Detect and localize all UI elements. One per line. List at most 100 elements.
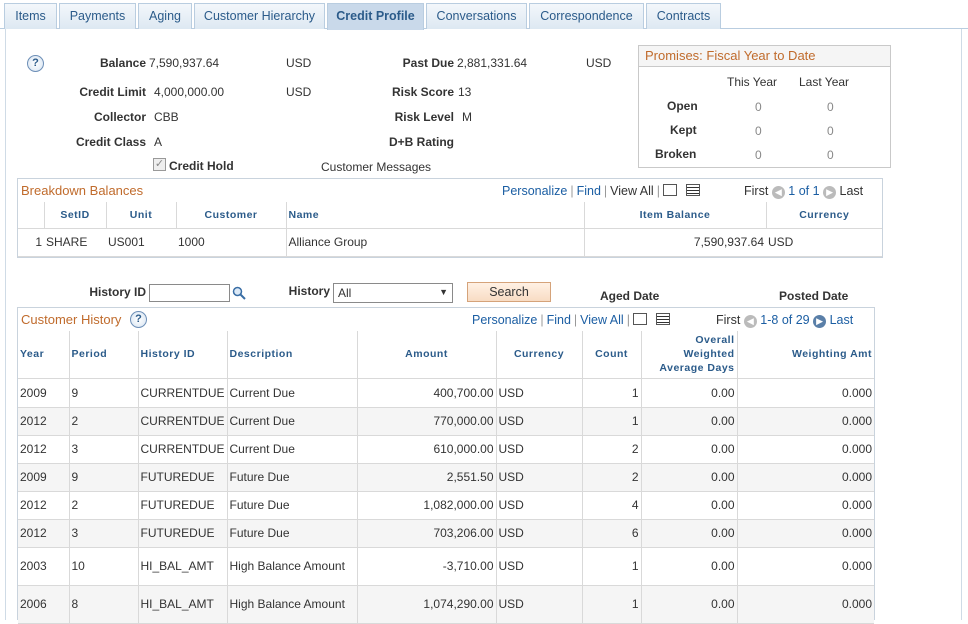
spreadsheet-icon[interactable] <box>656 313 671 325</box>
history-id-cell: FUTUREDUE <box>138 519 228 548</box>
year-cell: 2009 <box>18 463 70 492</box>
breakdown-setid-header: SetID <box>44 202 107 229</box>
customer-messages-link[interactable]: Customer Messages <box>321 160 432 174</box>
currency-cell: USD <box>496 547 583 586</box>
count-cell: 1 <box>582 585 642 624</box>
currency-cell: USD <box>496 407 583 436</box>
tab-correspondence[interactable]: Correspondence <box>529 3 644 29</box>
promises-this-year-header: This Year <box>727 75 778 89</box>
history-select[interactable]: All ▼ <box>333 283 453 303</box>
breakdown-personalize-link[interactable]: Personalize <box>502 184 568 198</box>
search-button[interactable]: Search <box>467 282 551 302</box>
tab-customer-hierarchy[interactable]: Customer Hierarchy <box>194 3 325 29</box>
amount-cell: 703,206.00 <box>357 519 497 548</box>
tab-credit-profile[interactable]: Credit Profile <box>327 3 424 30</box>
period-cell: 9 <box>69 378 139 408</box>
customer-history-grid <box>17 307 875 620</box>
customer-cell: 1000 <box>176 228 287 257</box>
history-id-cell: HI_BAL_AMT <box>138 585 228 624</box>
new-window-icon[interactable] <box>632 313 647 325</box>
prev-arrow-icon[interactable]: ◀ <box>771 186 785 199</box>
history-label: History <box>288 284 330 298</box>
balance-value[interactable]: 7,590,937.64 <box>149 56 220 70</box>
breakdown-customer-header: Customer <box>176 202 287 229</box>
amount-header: Amount <box>357 331 497 379</box>
owad-cell: 0.00 <box>641 519 738 548</box>
description-cell: Current Due <box>227 435 358 464</box>
table-row: 2009 9 FUTUREDUE Future Due 2,551.50 USD… <box>18 463 874 492</box>
period-cell: 3 <box>69 519 139 548</box>
customer-history-help-icon[interactable]: ? <box>130 311 147 328</box>
year-cell: 2012 <box>18 407 70 436</box>
currency-cell: USD <box>496 378 583 408</box>
credit-hold-checkbox[interactable]: ✓ <box>153 158 166 171</box>
unit-cell: US001 <box>106 228 176 257</box>
tab-items[interactable]: Items <box>4 3 57 29</box>
history-id-cell: CURRENTDUE <box>138 407 228 436</box>
owad-cell: 0.00 <box>641 435 738 464</box>
table-row: 2009 9 CURRENTDUE Current Due 400,700.00… <box>18 378 874 408</box>
customer-history-nav: Personalize | Find | View All | <box>472 313 671 327</box>
tab-aging[interactable]: Aging <box>138 3 192 29</box>
credit-class-value: A <box>154 135 163 149</box>
currency-cell: USD <box>496 585 583 624</box>
risk-level-label: Risk Level <box>394 110 454 124</box>
description-cell: High Balance Amount <box>227 547 358 586</box>
setid-cell: SHARE <box>44 228 106 257</box>
next-arrow-icon[interactable]: ▶ <box>813 315 827 328</box>
history-id-cell: CURRENTDUE <box>138 378 228 408</box>
period-cell: 2 <box>69 407 139 436</box>
next-arrow-icon[interactable]: ▶ <box>823 186 837 199</box>
weighting-cell: 0.000 <box>737 547 874 586</box>
history-find-link[interactable]: Find <box>546 313 571 327</box>
owad-cell: 0.00 <box>641 547 738 586</box>
history-view-all-link[interactable]: View All <box>580 313 624 327</box>
breakdown-find-link[interactable]: Find <box>576 184 601 198</box>
past-due-value[interactable]: 2,881,331.64 <box>457 56 528 70</box>
promises-title: Promises: Fiscal Year to Date <box>639 46 890 67</box>
currency-cell: USD <box>766 228 882 257</box>
table-row: 2012 2 CURRENTDUE Current Due 770,000.00… <box>18 407 874 436</box>
history-id-cell: CURRENTDUE <box>138 435 228 464</box>
breakdown-currency-header: Currency <box>766 202 882 229</box>
description-cell: Future Due <box>227 491 358 520</box>
count-cell: 1 <box>582 407 642 436</box>
promises-kept-last-year: 0 <box>827 124 834 138</box>
tab-conversations[interactable]: Conversations <box>426 3 527 29</box>
history-first-label: First <box>716 313 741 327</box>
owad-cell: 0.00 <box>641 407 738 436</box>
history-select-value: All <box>338 286 352 300</box>
prev-arrow-icon[interactable]: ◀ <box>743 315 757 328</box>
year-cell: 2012 <box>18 491 70 520</box>
breakdown-pager: First ◀ 1 of 1 ▶ Last <box>744 184 863 199</box>
search-icon[interactable] <box>232 286 246 300</box>
spreadsheet-icon[interactable] <box>686 184 701 196</box>
tab-payments[interactable]: Payments <box>59 3 136 29</box>
history-id-header: History ID <box>138 331 228 379</box>
table-row: 1 SHARE US001 1000 Alliance Group 7,590,… <box>18 228 882 257</box>
new-window-icon[interactable] <box>662 184 677 196</box>
dnb-rating-label: D+B Rating <box>388 135 454 149</box>
amount-cell: 400,700.00 <box>357 378 497 408</box>
tab-contracts[interactable]: Contracts <box>646 3 721 29</box>
description-cell: High Balance Amount <box>227 585 358 624</box>
promises-kept-label: Kept <box>670 123 697 137</box>
promises-panel: Promises: Fiscal Year to Date This Year … <box>638 45 891 168</box>
help-icon[interactable]: ? <box>27 55 44 72</box>
period-cell: 10 <box>69 547 139 586</box>
overall-weighted-average-days-header: Overall Weighted Average Days <box>641 331 738 379</box>
balance-currency: USD <box>286 56 312 70</box>
weighting-cell: 0.000 <box>737 407 874 436</box>
history-id-cell: FUTUREDUE <box>138 491 228 520</box>
count-cell: 6 <box>582 519 642 548</box>
history-id-input[interactable] <box>149 284 230 302</box>
risk-score-value[interactable]: 13 <box>458 85 472 99</box>
amount-cell: -3,710.00 <box>357 547 497 586</box>
history-last-link[interactable]: Last <box>829 313 854 327</box>
history-personalize-link[interactable]: Personalize <box>472 313 538 327</box>
count-cell: 2 <box>582 435 642 464</box>
count-cell: 4 <box>582 491 642 520</box>
breakdown-balances-title: Breakdown Balances <box>21 183 144 198</box>
breakdown-range: 1 of 1 <box>788 184 820 198</box>
description-cell: Current Due <box>227 378 358 408</box>
